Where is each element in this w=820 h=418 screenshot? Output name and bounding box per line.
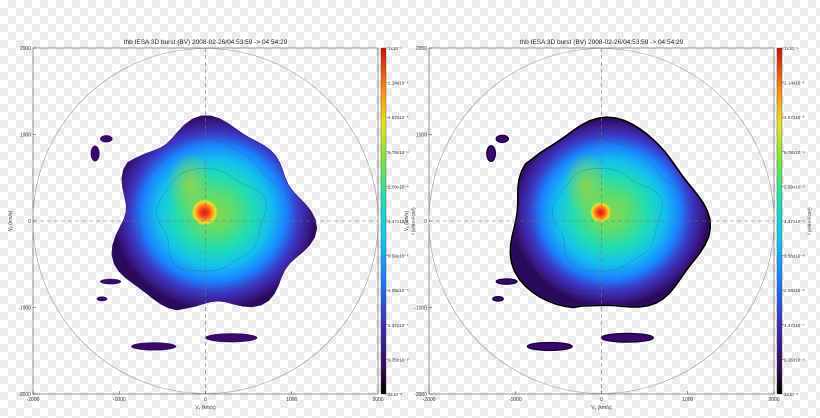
colorbar-scale bbox=[380, 47, 387, 395]
colorbar: 1x10⁻¹ 2.14x10⁻² 4.57x10⁻³ 9.78x10⁻⁴ 2.09x10… bbox=[380, 46, 416, 397]
colorbar-tick-label: 2.09x10⁻⁴ bbox=[388, 184, 409, 189]
colorbar-tick-label: 9.35x10⁻⁸ bbox=[388, 357, 409, 362]
y-tick-label: -1000 bbox=[414, 306, 427, 312]
x-tick-label: 2000 bbox=[768, 397, 779, 403]
distribution-fragment bbox=[96, 296, 108, 302]
colorbar-tick-label: 2x10⁻⁸ bbox=[784, 392, 798, 397]
colorbar-tick-label: 4.37x10⁻⁷ bbox=[784, 323, 805, 328]
colorbar-tick-label: 4.47x10⁻⁵ bbox=[388, 219, 409, 224]
contour-line bbox=[530, 138, 693, 295]
colorbar-tick-label: 4.37x10⁻⁷ bbox=[388, 323, 409, 328]
x-axis-label: Vₓ (km/s) bbox=[195, 405, 216, 411]
colorbar-tick-label: 9.78x10⁻⁴ bbox=[784, 150, 805, 155]
colorbar-tick-label: 9.56x10⁻⁶ bbox=[388, 254, 409, 259]
panel-1: thb IESA 3D burst (BV) 2008-02-26/04:53:… bbox=[8, 39, 416, 411]
y-tick-label: 1000 bbox=[416, 133, 427, 139]
x-tick-label: 0 bbox=[600, 397, 603, 403]
colorbar-tick-label: 4.57x10⁻³ bbox=[388, 115, 409, 120]
colorbar-tick-label: 2.05x10⁻⁶ bbox=[388, 288, 409, 293]
plot-area bbox=[33, 48, 378, 394]
y-tick-label: 0 bbox=[28, 219, 31, 225]
x-tick-label: -2000 bbox=[423, 397, 436, 403]
y-tick-label: 2000 bbox=[416, 46, 427, 52]
colorbar-tick-label: 4.57x10⁻³ bbox=[784, 115, 805, 120]
distribution-fragment bbox=[90, 145, 100, 162]
core-peak bbox=[191, 199, 218, 226]
y-axis-label: Vᵧ (km/s) bbox=[404, 211, 410, 232]
x-tick-label: -1000 bbox=[509, 397, 522, 403]
colorbar: 1x10⁻¹ 2.14x10⁻² 4.57x10⁻³ 9.78x10⁻⁴ 2.09x10… bbox=[776, 46, 812, 397]
x-tick-label: 0 bbox=[204, 397, 207, 403]
chart-title: thb IESA 3D burst (BV) 2008-02-26/04:53:… bbox=[124, 39, 288, 46]
x-tick-label: -1000 bbox=[113, 397, 126, 403]
distribution-fragment bbox=[495, 278, 518, 285]
distribution-fragment bbox=[600, 332, 654, 343]
x-tick-label: -2000 bbox=[27, 397, 40, 403]
x-axis-label: Vₓ (km/s) bbox=[591, 405, 612, 411]
distribution-fragment bbox=[100, 278, 122, 285]
colorbar-label: f (s³/km³/cm³) bbox=[411, 207, 416, 235]
y-tick-label: 0 bbox=[424, 219, 427, 225]
distribution-fragment bbox=[205, 333, 258, 343]
distribution-fragment bbox=[131, 342, 177, 351]
plot-area bbox=[429, 48, 774, 394]
chart-title: thb IESA 3D burst (BV) 2008-02-26/04:53:… bbox=[520, 39, 684, 46]
distribution-fragment bbox=[486, 145, 497, 162]
y-axis-label: Vᵧ (km/s) bbox=[8, 211, 14, 232]
colorbar-scale bbox=[776, 47, 783, 395]
colorbar-tick-label: 2x10⁻⁸ bbox=[388, 392, 402, 397]
y-tick-label: 1000 bbox=[20, 133, 31, 139]
colorbar-label: f (s³/km³/cm³) bbox=[807, 207, 812, 235]
panel-2: thb IESA 3D burst (BV) 2008-02-26/04:53:… bbox=[404, 39, 812, 411]
contour-line bbox=[552, 168, 663, 272]
core-peak bbox=[590, 202, 611, 223]
distribution-fragment bbox=[495, 134, 510, 143]
colorbar-tick-label: 1x10⁻¹ bbox=[388, 46, 402, 51]
contour-line bbox=[156, 168, 267, 272]
colorbar-tick-label: 9.78x10⁻⁴ bbox=[388, 150, 409, 155]
y-tick-label: -2000 bbox=[414, 392, 427, 398]
colorbar-tick-label: 2.05x10⁻⁶ bbox=[784, 288, 805, 293]
colorbar-tick-label: 9.56x10⁻⁶ bbox=[784, 254, 805, 259]
y-tick-label: 2000 bbox=[20, 46, 31, 52]
colorbar-tick-label: 1x10⁻¹ bbox=[784, 46, 798, 51]
colorbar-tick-label: 2.14x10⁻² bbox=[784, 81, 805, 86]
colorbar-tick-label: 2.14x10⁻² bbox=[388, 81, 409, 86]
distribution-fragment bbox=[492, 295, 504, 302]
colorbar-tick-label: 2.09x10⁻⁴ bbox=[784, 184, 805, 189]
distribution-fragment bbox=[100, 135, 113, 143]
y-tick-label: -1000 bbox=[18, 306, 31, 312]
x-tick-label: 1000 bbox=[682, 397, 693, 403]
colorbar-tick-label: 4.47x10⁻⁵ bbox=[784, 219, 805, 224]
distribution-fragment bbox=[526, 341, 573, 352]
contour-line bbox=[134, 138, 297, 295]
y-tick-label: -2000 bbox=[18, 392, 31, 398]
x-tick-label: 1000 bbox=[286, 397, 297, 403]
x-tick-label: 2000 bbox=[372, 397, 383, 403]
colorbar-tick-label: 9.35x10⁻⁸ bbox=[784, 357, 805, 362]
